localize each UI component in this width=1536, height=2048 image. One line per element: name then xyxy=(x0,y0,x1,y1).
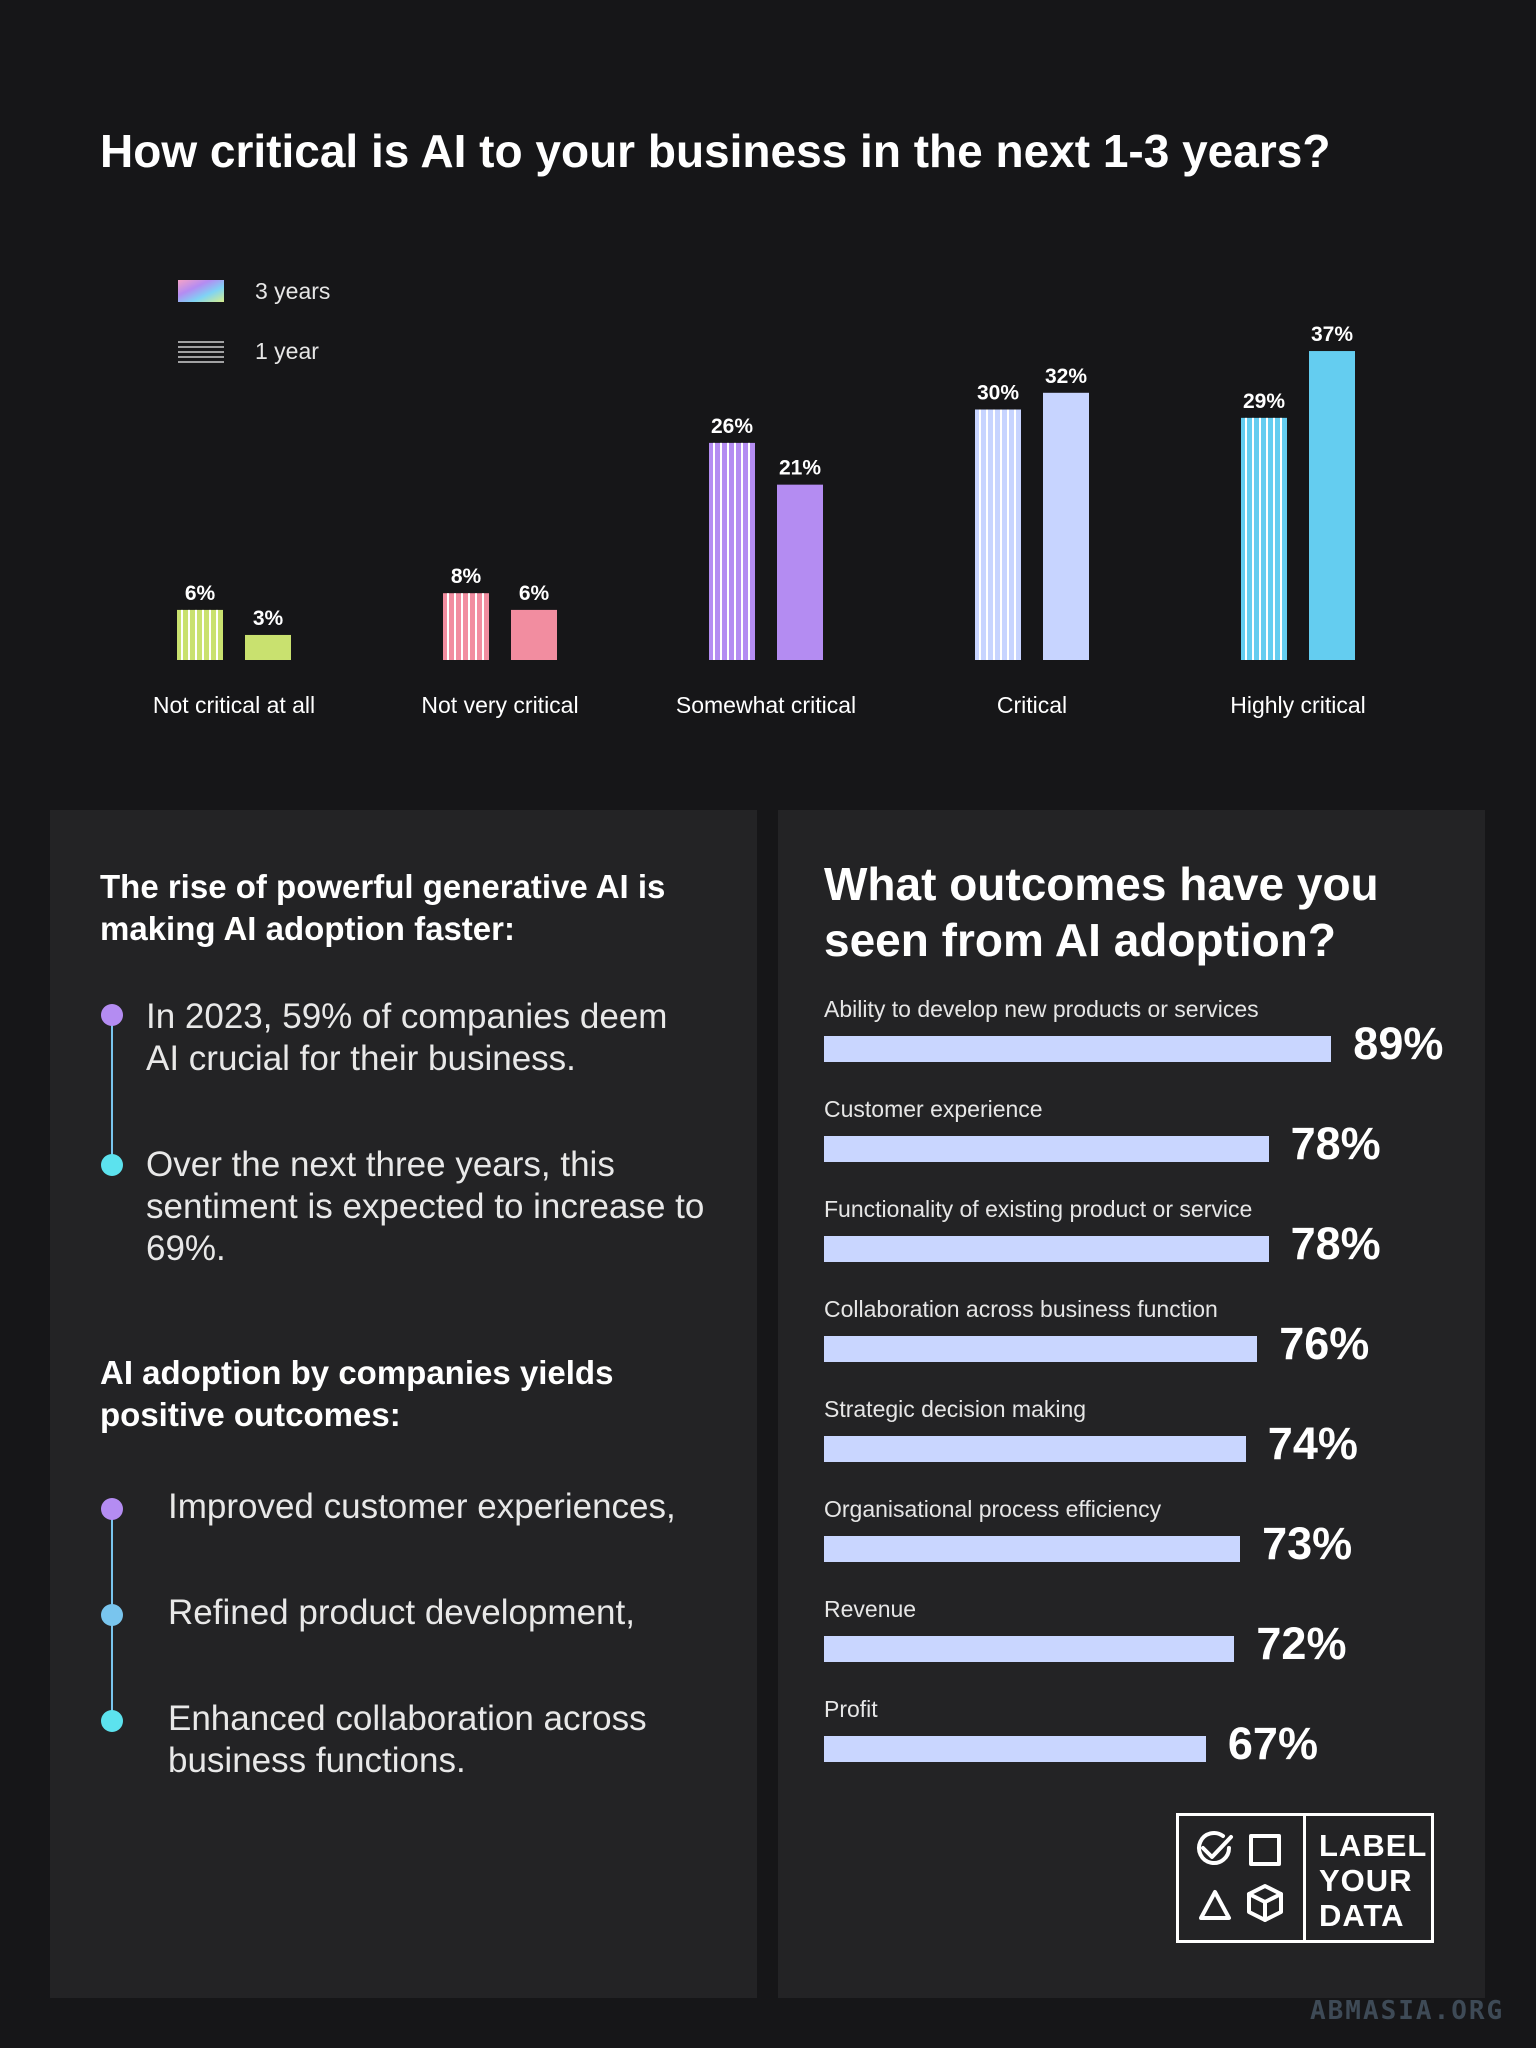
category-label: Critical xyxy=(997,692,1067,718)
outcome-row: Collaboration across business function 76… xyxy=(824,1296,1464,1386)
bar-value-label: 32% xyxy=(1045,365,1087,388)
adoption-heading: The rise of powerful generative AI is ma… xyxy=(100,868,666,947)
legend-swatch-3-years xyxy=(178,280,224,302)
category-label: Not critical at all xyxy=(153,692,315,718)
logo-icons xyxy=(1197,1831,1283,1922)
outcome-row: Strategic decision making 74% xyxy=(824,1396,1464,1486)
bar-3-years xyxy=(1043,392,1089,660)
outcome-label: Functionality of existing product or ser… xyxy=(824,1196,1253,1222)
outcome-value: 74% xyxy=(1267,1418,1358,1469)
timeline-dot xyxy=(101,1604,123,1626)
outcome-row: Organisational process efficiency 73% xyxy=(824,1496,1464,1586)
outcome-bar xyxy=(824,1536,1241,1562)
chart-legend: 3 years 1 year xyxy=(178,278,330,364)
outcome-row: Functionality of existing product or ser… xyxy=(824,1196,1464,1286)
chart-title: How critical is AI to your business in t… xyxy=(100,125,1331,177)
outcomes-heading: AI adoption by companies yields positive… xyxy=(100,1354,614,1433)
outcome-bar xyxy=(824,1336,1258,1362)
bar-value-label: 26% xyxy=(711,415,753,438)
outcomes-panel: What outcomes have you seen from AI adop… xyxy=(778,810,1485,1998)
logo-line-label: LABEL xyxy=(1319,1828,1428,1863)
outcome-bar xyxy=(824,1436,1246,1462)
bar-3-years xyxy=(245,634,291,660)
bar-3-years xyxy=(777,484,823,660)
outcome-label: Ability to develop new products or servi… xyxy=(824,996,1259,1022)
outcome-value: 72% xyxy=(1256,1618,1347,1669)
outcome-value: 78% xyxy=(1290,1218,1381,1269)
logo-line-your: YOUR xyxy=(1319,1863,1413,1898)
bar-group: 6% 3% Not critical at all 8% 6% Not very crit… xyxy=(153,323,1366,718)
outcome-label: Revenue xyxy=(824,1596,917,1622)
legend-label-1-year: 1 year xyxy=(255,338,319,364)
bar-value-label: 29% xyxy=(1243,390,1285,413)
outcome-point-1: Improved customer experiences, xyxy=(168,1487,676,1526)
outcome-bar xyxy=(824,1136,1269,1162)
bar-value-label: 30% xyxy=(977,382,1019,405)
timeline-point-2: Over the next three years, this sentimen… xyxy=(146,1145,705,1268)
category-label: Somewhat critical xyxy=(676,692,856,718)
outcome-value: 76% xyxy=(1279,1318,1370,1369)
outcome-label: Organisational process efficiency xyxy=(824,1496,1162,1522)
bar-1-year xyxy=(975,409,1021,660)
outcome-value: 73% xyxy=(1262,1518,1353,1569)
outcome-label: Collaboration across business function xyxy=(824,1296,1218,1322)
logo-line-data: DATA xyxy=(1319,1898,1405,1933)
legend-label-3-years: 3 years xyxy=(255,278,330,304)
timeline-point-1: In 2023, 59% of companies deem AI crucia… xyxy=(146,997,668,1078)
outcome-label: Strategic decision making xyxy=(824,1396,1087,1422)
bar-1-year xyxy=(1241,417,1287,660)
category-label: Not very critical xyxy=(421,692,578,718)
bar-value-label: 21% xyxy=(779,457,821,480)
outcome-bar xyxy=(824,1036,1332,1062)
outcome-bar xyxy=(824,1236,1269,1262)
bar-value-label: 6% xyxy=(185,582,216,605)
timeline-dot xyxy=(101,1710,123,1732)
outcome-label: Customer experience xyxy=(824,1096,1043,1122)
category-label: Highly critical xyxy=(1230,692,1365,718)
bar-value-label: 37% xyxy=(1311,323,1353,346)
bar-1-year xyxy=(443,593,489,660)
outcome-value: 89% xyxy=(1353,1018,1444,1069)
timeline-dot xyxy=(101,1498,123,1520)
outcome-point-3: Enhanced collaboration across business f… xyxy=(168,1699,647,1780)
adoption-panel: The rise of powerful generative AI is ma… xyxy=(50,810,757,1998)
watermark: ABMASIA.ORG xyxy=(1310,1996,1505,2026)
bar-value-label: 3% xyxy=(253,607,284,630)
label-your-data-logo: LABEL YOUR DATA xyxy=(1176,1813,1434,1943)
outcome-row: Customer experience 78% xyxy=(824,1096,1464,1186)
bar-value-label: 6% xyxy=(519,582,550,605)
bar-1-year xyxy=(177,609,223,660)
timeline-dot xyxy=(101,1004,123,1026)
outcome-row: Revenue 72% xyxy=(824,1596,1464,1686)
outcomes-title: What outcomes have you seen from AI adop… xyxy=(824,858,1379,966)
outcome-label: Profit xyxy=(824,1696,878,1722)
logo-text: LABEL YOUR DATA xyxy=(1319,1828,1427,1933)
logo-divider xyxy=(1303,1816,1306,1940)
outcome-bar xyxy=(824,1636,1235,1662)
bar-3-years xyxy=(511,609,557,660)
outcome-point-2: Refined product development, xyxy=(168,1593,635,1632)
outcome-row: Profit 67% xyxy=(824,1696,1464,1786)
bar-3-years xyxy=(1309,351,1355,660)
timeline-dot xyxy=(101,1154,123,1176)
bar-value-label: 8% xyxy=(451,565,482,588)
outcome-value: 67% xyxy=(1227,1718,1318,1769)
outcome-bar xyxy=(824,1736,1206,1762)
bar-1-year xyxy=(709,442,755,660)
outcome-row: Ability to develop new products or servi… xyxy=(824,996,1464,1086)
outcome-value: 78% xyxy=(1290,1118,1381,1169)
timeline-line xyxy=(111,1016,113,1166)
